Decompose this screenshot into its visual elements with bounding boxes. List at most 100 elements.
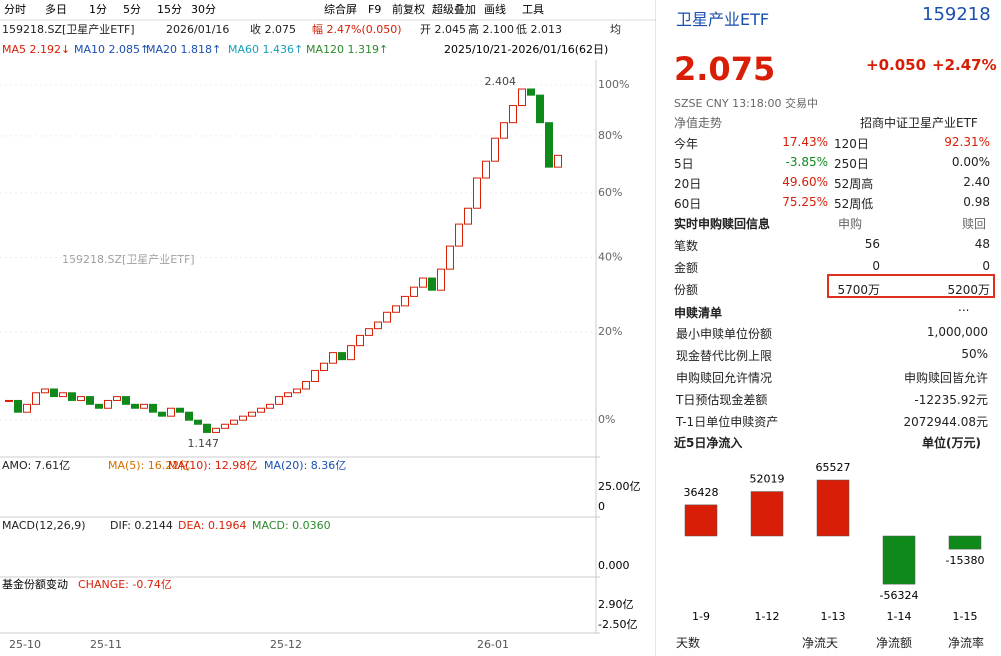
toolbar-tab: 30分 — [191, 3, 216, 16]
x-tick-label: 1-13 — [821, 610, 846, 623]
info-item: 高 2.100 — [468, 22, 514, 36]
x-tick-label: 1-9 — [692, 610, 710, 623]
candle — [455, 223, 463, 247]
list-label: T-1日单位申赎资产 — [676, 415, 779, 429]
x-tick-label: 1-12 — [755, 610, 780, 623]
stat-value: 2.40 — [963, 175, 990, 189]
fund-item: 基金份额变动 — [2, 577, 68, 591]
candle — [212, 427, 220, 433]
candle — [338, 352, 346, 361]
candle — [95, 403, 103, 409]
list-value: -12235.92元 — [914, 393, 988, 407]
candle — [464, 207, 472, 225]
list-value: 申购赎回皆允许 — [903, 371, 988, 385]
y-tick-label: 60% — [598, 186, 622, 199]
y-tick-label: 80% — [598, 129, 622, 142]
fund-item: CHANGE: -0.74亿 — [78, 578, 172, 591]
stat-label: 20日 — [674, 177, 702, 191]
candle — [383, 311, 391, 323]
candle — [401, 295, 409, 307]
candle — [113, 396, 121, 401]
etf-name: 卫星产业ETF — [676, 10, 770, 29]
candle — [203, 423, 211, 433]
ma-item: MA5 2.192↓ — [2, 43, 70, 56]
bar — [684, 504, 718, 537]
ma-item: MA60 1.436↑ — [228, 43, 303, 56]
ma-item: MA20 1.818↑ — [146, 43, 221, 56]
amo-item: MA(20): 8.36亿 — [264, 459, 346, 472]
axis-label: 0 — [598, 500, 605, 513]
candle — [32, 392, 40, 405]
x-tick-label: 26-01 — [477, 638, 509, 651]
candle — [140, 403, 148, 409]
list-label: 申购赎回允许情况 — [676, 371, 773, 385]
info-item: 收 2.075 — [250, 22, 296, 36]
candle — [158, 411, 166, 417]
candle — [284, 392, 292, 398]
bar — [948, 535, 982, 550]
stat-label: 今年 — [674, 137, 699, 151]
info-item: 低 2.013 — [516, 23, 562, 36]
candle — [266, 403, 274, 409]
footer-tab: 净流额 — [876, 636, 913, 650]
toolbar-tab: 分时 — [4, 3, 26, 16]
section-title: 实时申购赎回信息 — [674, 217, 771, 231]
footer-tab: 净流天 — [802, 636, 839, 650]
market-meta: SZSE CNY 13:18:00 交易中 — [674, 97, 818, 110]
section-title: 申赎清单 — [674, 306, 723, 320]
info-item: 幅 2.47%(0.050) — [312, 23, 402, 36]
amo-item: AMO: 7.61亿 — [2, 459, 70, 472]
stat-value: 92.31% — [944, 135, 990, 149]
stat-label: 120日 — [834, 137, 869, 151]
candle — [194, 419, 202, 425]
y-tick-label: 20% — [598, 325, 622, 338]
candle — [86, 396, 94, 405]
candle — [23, 403, 31, 413]
flow-chart: 36428 1-9 52019 1-12 65527 1-13 -56324 1-14 -153… — [684, 461, 985, 623]
toolbar-tool: 综合屏 — [324, 2, 357, 16]
sub-value: 48 — [974, 237, 990, 251]
y-tick-label: 100% — [598, 78, 629, 91]
toolbar-tool: 工具 — [522, 3, 544, 16]
candle — [257, 407, 265, 413]
unit: 单位(万元) — [922, 436, 981, 450]
x-tick-label: 1-15 — [953, 610, 978, 623]
candle — [365, 328, 373, 336]
sub-value: 0 — [982, 259, 990, 273]
sub-value: 0 — [872, 259, 880, 273]
toolbar-tab: 多日 — [45, 2, 67, 16]
candle — [527, 88, 535, 96]
candle — [50, 388, 58, 398]
toolbar-tool: 画线 — [484, 2, 506, 16]
candle — [392, 305, 400, 313]
candle — [437, 268, 445, 291]
change: +0.050 — [866, 56, 927, 74]
candle — [176, 407, 184, 413]
bar — [816, 479, 850, 537]
candle — [167, 407, 175, 417]
axis-label: 0.000 — [598, 559, 630, 572]
stat-label: 52周高 — [834, 177, 874, 191]
value-label: -15380 — [946, 554, 985, 567]
watermark: 159218.SZ[卫星产业ETF] — [62, 252, 195, 266]
candle — [221, 423, 229, 429]
candle — [14, 399, 22, 413]
candle — [500, 122, 508, 139]
candle — [311, 369, 319, 382]
date-range: 2025/10/21-2026/01/16(62日) — [444, 43, 608, 56]
quote-panel: 卫星产业ETF 159218 2.075 +0.050 +2.47% SZSE CNY 1… — [660, 0, 1001, 656]
candle — [536, 94, 544, 124]
value-label: 52019 — [750, 473, 785, 486]
ma-item: MA120 1.319↑ — [306, 43, 388, 56]
candle — [185, 411, 193, 421]
candle — [545, 122, 553, 168]
axis-label: -2.50亿 — [598, 618, 637, 631]
info-item: 159218.SZ[卫星产业ETF] — [2, 22, 135, 36]
candle — [473, 177, 481, 209]
section-title: 近5日净流入 — [674, 436, 743, 450]
col-head: 申购 — [838, 217, 863, 231]
list-label: 现金替代比例上限 — [676, 349, 773, 363]
candle — [293, 388, 301, 394]
change-pct: +2.47% — [932, 56, 997, 74]
